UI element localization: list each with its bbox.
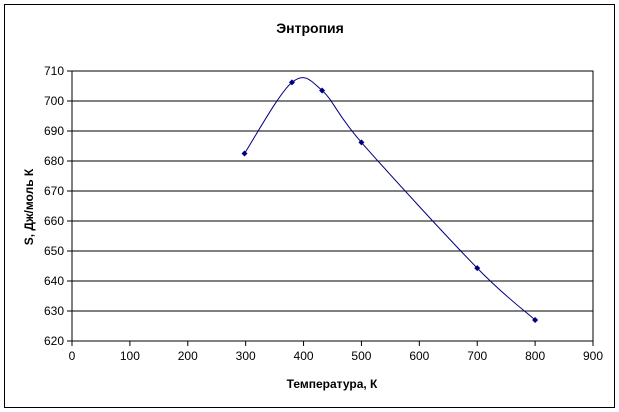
data-point (319, 87, 326, 94)
y-tick-label: 710 (44, 64, 64, 78)
x-tick-label: 0 (69, 349, 76, 363)
x-axis-label: Температура, К (287, 377, 378, 391)
y-tick-label: 630 (44, 304, 64, 318)
x-tick-label: 400 (294, 349, 314, 363)
y-tick-label: 660 (44, 214, 64, 228)
y-tick-label: 670 (44, 184, 64, 198)
data-point (474, 265, 481, 272)
y-axis-label: S, Дж/моль К (22, 168, 36, 245)
y-tick-label: 690 (44, 124, 64, 138)
x-tick-label: 600 (409, 349, 429, 363)
y-axis: 620 630 640 650 660 670 680 690 700 710 (44, 64, 72, 348)
x-axis: 0 100 200 300 400 500 600 700 800 900 (69, 341, 603, 363)
plot-area (71, 70, 594, 342)
series-line (244, 77, 536, 321)
data-point (532, 317, 539, 323)
y-tick-label: 650 (44, 244, 64, 258)
y-tick-label: 640 (44, 274, 64, 288)
data-point (288, 79, 295, 86)
data-point (241, 150, 248, 157)
x-tick-label: 900 (583, 349, 603, 363)
x-tick-label: 700 (467, 349, 487, 363)
data-point (358, 139, 365, 146)
x-tick-label: 100 (120, 349, 140, 363)
y-tick-label: 700 (44, 94, 64, 108)
x-tick-label: 300 (236, 349, 256, 363)
y-tick-label: 620 (44, 334, 64, 348)
x-tick-label: 500 (351, 349, 371, 363)
x-tick-label: 200 (178, 349, 198, 363)
y-tick-label: 680 (44, 154, 64, 168)
series (241, 77, 539, 323)
gridlines (72, 70, 593, 342)
chart-title: Энтропия (276, 20, 344, 36)
x-tick-label: 800 (525, 349, 545, 363)
